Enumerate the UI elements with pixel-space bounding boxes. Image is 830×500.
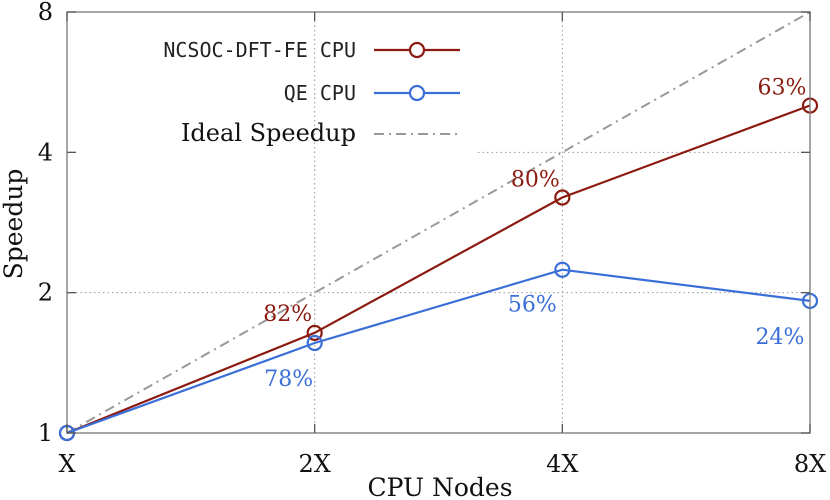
legend-label: Ideal Speedup xyxy=(181,119,356,147)
qe-cpu-line xyxy=(66,268,811,435)
x-tick-label: 4X xyxy=(546,450,578,478)
ncsoc-dft-fe-cpu-point xyxy=(554,189,571,206)
legend-swatch-marker xyxy=(408,84,426,102)
legend-label: NCSOC-DFT-FE CPU xyxy=(163,38,356,62)
legend-label: QE CPU xyxy=(284,81,356,105)
ncsoc-dft-fe-cpu-efficiency-label: 63% xyxy=(758,76,807,101)
x-axis-title: CPU Nodes xyxy=(367,473,512,500)
ncsoc-dft-fe-cpu-line xyxy=(66,104,811,435)
x-tick-label: X xyxy=(58,450,75,478)
legend: NCSOC-DFT-FE CPU QE CPU Ideal Speedup xyxy=(163,38,460,147)
x-tick-label: 2X xyxy=(298,450,330,478)
qe-cpu-efficiency-label: 56% xyxy=(508,293,557,318)
ncsoc-dft-fe-cpu-point xyxy=(306,324,323,341)
ideal-speedup-path xyxy=(66,11,811,434)
plot-frame xyxy=(66,11,811,434)
y-tick-label: 1 xyxy=(38,419,53,447)
ncsoc-dft-fe-cpu-efficiency-label: 80% xyxy=(511,168,560,193)
y-tick-label: 8 xyxy=(38,0,53,26)
qe-cpu-point xyxy=(554,261,571,278)
ideal-speedup-line xyxy=(66,11,811,434)
qe-cpu-efficiency-label: 78% xyxy=(264,367,313,392)
ncsoc-dft-fe-cpu-efficiency-label: 82% xyxy=(263,302,312,327)
y-axis-title: Speedup xyxy=(0,169,28,280)
x-tick-label: 8X xyxy=(794,450,826,478)
y-tick-label: 4 xyxy=(38,138,53,166)
legend-swatch-marker xyxy=(408,41,426,59)
y-tick-label: 2 xyxy=(38,279,53,307)
plot-border xyxy=(66,11,811,434)
qe-cpu-point xyxy=(306,334,323,352)
qe-cpu-efficiency-label: 24% xyxy=(756,325,805,350)
series-lines xyxy=(58,97,819,442)
data-labels: 82% 80% 63% 78% 56% 24% xyxy=(263,76,806,392)
grid xyxy=(67,12,810,433)
